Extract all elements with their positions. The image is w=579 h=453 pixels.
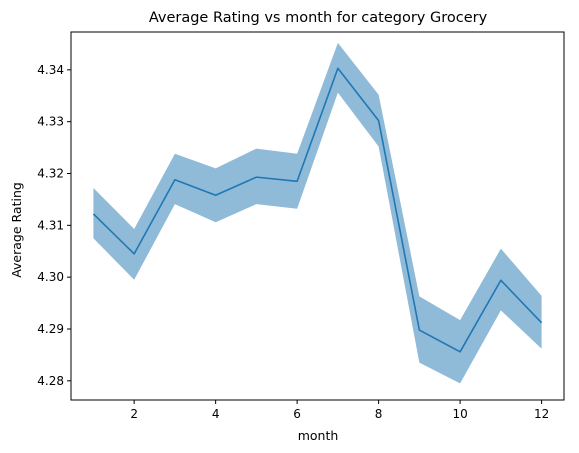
x-tick-label: 2 bbox=[130, 407, 138, 421]
y-axis-label: Average Rating bbox=[9, 182, 24, 278]
y-tick-label: 4.31 bbox=[37, 218, 64, 232]
x-tick-label: 10 bbox=[452, 407, 467, 421]
confidence-band-layer bbox=[93, 42, 542, 384]
y-tick-label: 4.34 bbox=[37, 63, 64, 77]
y-tick-label: 4.29 bbox=[37, 322, 64, 336]
x-axis-ticks: 2 4 6 8 10 12 bbox=[130, 400, 549, 421]
x-tick-label: 6 bbox=[293, 407, 301, 421]
x-tick-label: 4 bbox=[212, 407, 220, 421]
y-tick-label: 4.30 bbox=[37, 270, 64, 284]
x-axis-label: month bbox=[298, 428, 339, 443]
series-line-layer bbox=[92, 67, 543, 353]
x-tick-label: 8 bbox=[375, 407, 383, 421]
series-line bbox=[92, 67, 543, 353]
y-axis-ticks: 4.28 4.29 4.30 4.31 4.32 4.33 4.34 bbox=[37, 63, 71, 388]
y-tick-label: 4.28 bbox=[37, 374, 64, 388]
chart-title: Average Rating vs month for category Gro… bbox=[149, 10, 488, 26]
y-tick-label: 4.33 bbox=[37, 115, 64, 129]
x-tick-label: 12 bbox=[534, 407, 549, 421]
plot-frame bbox=[70, 31, 565, 401]
y-tick-label: 4.32 bbox=[37, 166, 64, 180]
confidence-band bbox=[93, 42, 542, 384]
